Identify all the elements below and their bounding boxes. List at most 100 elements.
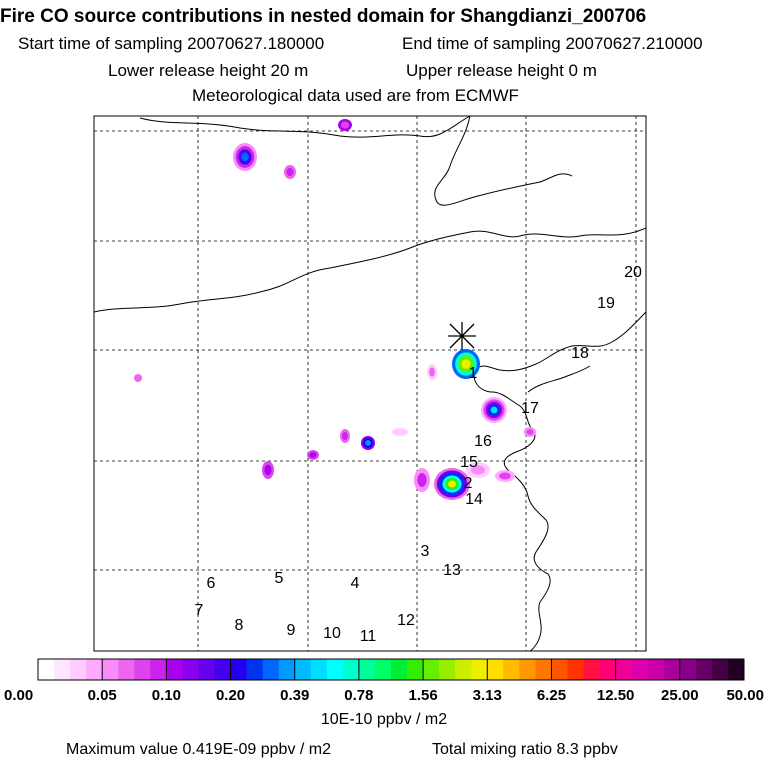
colorbar-tick-label-5: 0.78 xyxy=(344,687,373,704)
plume-blob-15-layer-5 xyxy=(448,480,456,488)
colorbar-tick-label-0: 0.00 xyxy=(4,687,33,704)
colorbar-swatch-27 xyxy=(471,659,488,680)
source-label-19: 19 xyxy=(597,295,615,312)
source-label-14: 14 xyxy=(465,491,483,508)
colorbar-tick-label-1: 0.05 xyxy=(88,687,117,704)
receptor-asterisk-icon xyxy=(448,322,476,350)
upper-release-label: Upper release height 0 m xyxy=(406,61,597,80)
source-label-15: 15 xyxy=(460,454,478,471)
colorbar-swatch-34 xyxy=(583,659,601,680)
source-label-18: 18 xyxy=(571,345,589,362)
source-label-20: 20 xyxy=(624,264,642,281)
colorbar-swatch-3 xyxy=(86,659,103,680)
colorbar-swatch-43 xyxy=(727,659,745,680)
plume-blob-3-layer-0 xyxy=(134,374,142,382)
colorbar-swatch-2 xyxy=(70,659,87,680)
colorbar-swatch-21 xyxy=(374,659,392,680)
colorbar-swatch-18 xyxy=(326,659,344,680)
colorbar-swatch-29 xyxy=(503,659,520,680)
source-label-7: 7 xyxy=(195,602,204,619)
chart-title: Fire CO source contributions in nested d… xyxy=(0,6,647,27)
plume-blob-12-layer-1 xyxy=(264,464,272,476)
plume-blob-16-layer-1 xyxy=(471,465,485,475)
colorbar-swatch-16 xyxy=(294,659,312,680)
colorbar-swatch-25 xyxy=(439,659,456,680)
colorbar-swatch-6 xyxy=(134,659,151,680)
colorbar-swatch-33 xyxy=(567,659,585,680)
colorbar-swatch-41 xyxy=(695,659,713,680)
colorbar-tick-label-8: 6.25 xyxy=(537,687,566,704)
source-label-8: 8 xyxy=(235,617,244,634)
colorbar-swatch-28 xyxy=(487,659,504,680)
colorbar-swatch-9 xyxy=(182,659,199,680)
plume-blob-9-layer-2 xyxy=(365,440,371,446)
colorbar-swatch-15 xyxy=(278,659,296,680)
plume-blob-6-layer-4 xyxy=(490,406,498,414)
source-label-12: 12 xyxy=(397,612,415,629)
plume-blob-13-layer-1 xyxy=(499,472,511,480)
source-label-13: 13 xyxy=(443,562,461,579)
colorbar-unit-label: 10E-10 ppbv / m2 xyxy=(320,711,448,728)
colorbar-swatch-17 xyxy=(310,659,328,680)
colorbar-swatch-40 xyxy=(679,659,697,680)
colorbar-swatch-20 xyxy=(358,659,376,680)
plume-blob-7-layer-1 xyxy=(526,429,534,435)
source-label-16: 16 xyxy=(474,433,492,450)
source-label-17: 17 xyxy=(521,400,539,417)
colorbar-swatch-42 xyxy=(711,659,729,680)
colorbar-tick-label-2: 0.10 xyxy=(152,687,181,704)
start-time-label: Start time of sampling 20070627.180000 xyxy=(18,34,325,53)
colorbar-tick-label-6: 1.56 xyxy=(408,687,437,704)
colorbar-swatch-38 xyxy=(647,659,665,680)
colorbar-swatch-26 xyxy=(455,659,472,680)
colorbar-swatch-10 xyxy=(198,659,215,680)
colorbar-swatch-1 xyxy=(54,659,71,680)
colorbar-swatch-24 xyxy=(423,659,440,680)
colorbar-swatch-14 xyxy=(262,659,280,680)
colorbar-tick-label-10: 25.00 xyxy=(661,687,699,704)
plume-blob-8-layer-1 xyxy=(342,431,348,441)
source-label-1: 1 xyxy=(469,365,478,382)
coastline xyxy=(94,116,646,651)
plume-field xyxy=(134,119,536,500)
colorbar-swatch-12 xyxy=(230,659,248,680)
colorbar-swatch-0 xyxy=(38,659,55,680)
colorbar-swatch-7 xyxy=(150,659,167,680)
colorbar-swatch-22 xyxy=(391,659,408,680)
colorbar-swatch-35 xyxy=(599,659,617,680)
plume-blob-14-layer-1 xyxy=(417,473,427,487)
colorbar-swatch-4 xyxy=(102,659,119,680)
map-frame xyxy=(93,115,647,652)
plume-blob-1-layer-3 xyxy=(241,152,249,162)
source-label-6: 6 xyxy=(207,575,216,592)
source-label-9: 9 xyxy=(287,622,296,639)
colorbar-swatch-11 xyxy=(214,659,232,680)
colorbar-swatch-31 xyxy=(535,659,552,680)
source-label-11: 11 xyxy=(360,628,377,645)
colorbar-tick-label-3: 0.20 xyxy=(216,687,245,704)
map-grid xyxy=(94,116,646,651)
colorbar-swatch-32 xyxy=(551,659,568,680)
colorbar-swatch-5 xyxy=(118,659,135,680)
met-data-label: Meteorological data used are from ECMWF xyxy=(192,86,519,105)
maximum-value-label: Maximum value 0.419E-09 ppbv / m2 xyxy=(66,741,332,758)
colorbar-swatch-19 xyxy=(342,659,360,680)
colorbar-swatch-8 xyxy=(166,659,183,680)
colorbar-swatch-39 xyxy=(663,659,681,680)
colorbar-swatch-37 xyxy=(631,659,649,680)
colorbar-swatch-30 xyxy=(519,659,536,680)
plume-blob-10-layer-1 xyxy=(309,452,317,458)
colorbar: 0.00 0.05 0.10 0.20 0.39 0.78 1.56 3.13 6.25 12.5… xyxy=(4,658,764,704)
source-label-4: 4 xyxy=(351,575,360,592)
source-label-2: 2 xyxy=(464,475,473,492)
source-label-3: 3 xyxy=(421,543,430,560)
colorbar-swatch-23 xyxy=(407,659,424,680)
colorbar-tick-label-7: 3.13 xyxy=(473,687,502,704)
colorbar-swatch-36 xyxy=(615,659,633,680)
source-label-10: 10 xyxy=(323,625,341,642)
colorbar-tick-label-11: 50.00 xyxy=(726,687,764,704)
colorbar-swatch-13 xyxy=(246,659,264,680)
plume-blob-0-layer-1 xyxy=(340,121,350,129)
